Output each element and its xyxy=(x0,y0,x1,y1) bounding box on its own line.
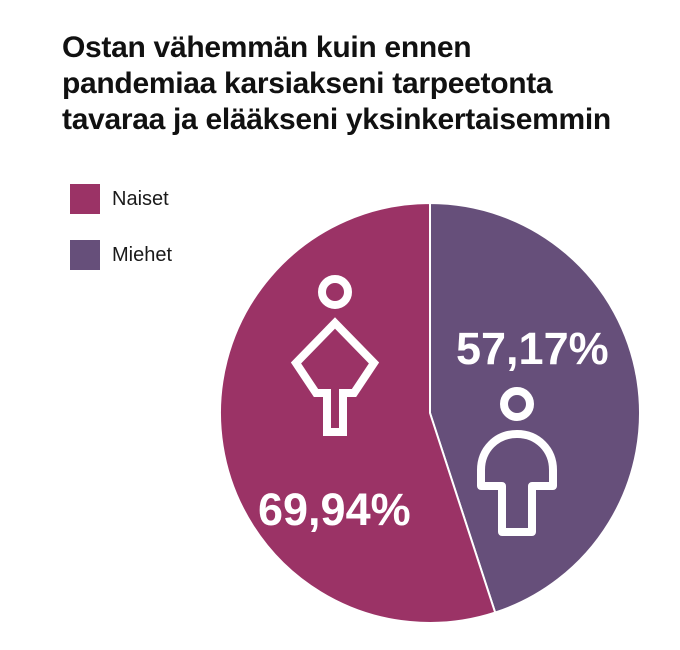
male-figure-icon xyxy=(477,387,557,536)
slice-label-naiset: 69,94% xyxy=(258,484,411,535)
legend-label: Naiset xyxy=(112,187,169,210)
chart-title: Ostan vähemmän kuin ennen pandemiaa kars… xyxy=(62,30,662,138)
legend: Naiset Miehet xyxy=(70,183,172,295)
legend-label: Miehet xyxy=(112,243,173,266)
pie-slice-miehet xyxy=(429,201,641,614)
pie-slices xyxy=(219,201,641,624)
legend-item-naiset: Naiset xyxy=(70,183,172,215)
pie-slice-naiset xyxy=(219,201,497,624)
legend-swatch-naiset xyxy=(70,184,100,214)
legend-item-miehet: Miehet xyxy=(70,239,172,271)
title-line: pandemiaa karsiakseni tarpeetonta xyxy=(62,67,553,100)
legend-swatch-miehet xyxy=(70,240,100,270)
slice-label-miehet: 57,17% xyxy=(456,323,609,374)
female-figure-icon xyxy=(290,275,380,436)
title-line: Ostan vähemmän kuin ennen xyxy=(62,31,472,64)
title-line: tavaraa ja elääkseni yksinkertaisemmin xyxy=(62,103,611,136)
